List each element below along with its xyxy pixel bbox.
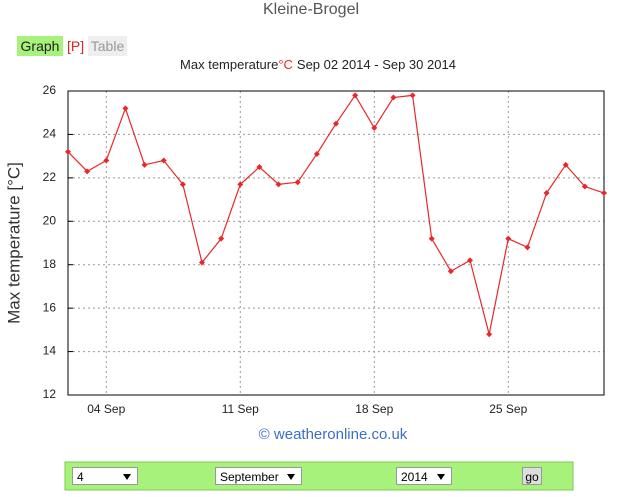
form-bar bbox=[64, 461, 574, 491]
location-title: Kleine-Brogel bbox=[263, 1, 359, 18]
point bbox=[199, 259, 205, 266]
point bbox=[333, 120, 339, 127]
year-value: 2014 bbox=[401, 470, 428, 484]
y-tick-label: 22 bbox=[43, 170, 57, 184]
y-tick-label: 16 bbox=[43, 300, 57, 314]
y-tick-label: 12 bbox=[43, 387, 57, 401]
plot-frame bbox=[67, 90, 605, 396]
go-button[interactable]: go bbox=[522, 467, 542, 485]
line bbox=[67, 94, 605, 335]
chart-title-unit: °C bbox=[278, 57, 293, 72]
dropdown-arrow bbox=[437, 474, 445, 480]
y-tick-label: 24 bbox=[43, 127, 57, 141]
point bbox=[562, 161, 569, 168]
point bbox=[447, 268, 454, 275]
point bbox=[601, 190, 607, 197]
chart-title-main: Max temperature bbox=[180, 57, 278, 72]
point bbox=[390, 94, 397, 101]
point bbox=[313, 150, 320, 157]
x-tick-label: 18 Sep bbox=[355, 402, 393, 416]
point bbox=[65, 148, 71, 155]
point bbox=[141, 161, 148, 168]
point bbox=[160, 157, 167, 164]
point bbox=[581, 183, 588, 190]
point bbox=[371, 124, 378, 131]
month-select[interactable]: September bbox=[215, 467, 302, 485]
y-tick-label: 26 bbox=[43, 83, 57, 97]
point bbox=[409, 92, 416, 99]
dropdown-arrow bbox=[123, 474, 131, 480]
month-value: September bbox=[220, 470, 279, 484]
point bbox=[179, 181, 186, 188]
point bbox=[352, 92, 359, 99]
y-tick-label: 14 bbox=[43, 344, 57, 358]
point bbox=[524, 244, 531, 251]
tab-print[interactable]: [P] bbox=[67, 38, 85, 54]
point bbox=[505, 235, 512, 242]
point bbox=[103, 157, 110, 164]
point bbox=[256, 164, 263, 170]
x-tick-label: 25 Sep bbox=[489, 402, 527, 416]
point bbox=[428, 235, 435, 242]
day-select[interactable]: 4 bbox=[72, 467, 138, 485]
year-select[interactable]: 2014 bbox=[396, 467, 452, 485]
point bbox=[275, 181, 282, 188]
credit: © weatheronline.co.uk bbox=[259, 426, 408, 443]
point bbox=[84, 168, 91, 175]
point bbox=[467, 257, 473, 264]
chart-title-range: Sep 02 2014 - Sep 30 2014 bbox=[297, 57, 456, 72]
dropdown-arrow bbox=[287, 474, 295, 480]
day-value: 4 bbox=[77, 470, 84, 484]
point bbox=[543, 190, 550, 197]
y-tick-label: 18 bbox=[43, 257, 57, 271]
tab-graph[interactable]: Graph bbox=[17, 36, 63, 56]
y-tick-label: 20 bbox=[43, 213, 57, 227]
point bbox=[237, 181, 244, 188]
x-tick-label: 04 Sep bbox=[87, 402, 125, 416]
x-tick-label: 11 Sep bbox=[222, 402, 259, 416]
point bbox=[122, 105, 129, 112]
point bbox=[294, 179, 301, 186]
point bbox=[486, 331, 493, 338]
tab-table[interactable]: Table bbox=[88, 36, 127, 56]
chart-title: Max temperature°C Sep 02 2014 - Sep 30 20… bbox=[180, 57, 456, 72]
y-axis-label: Max temperature [°C] bbox=[4, 162, 23, 324]
point bbox=[218, 235, 225, 242]
